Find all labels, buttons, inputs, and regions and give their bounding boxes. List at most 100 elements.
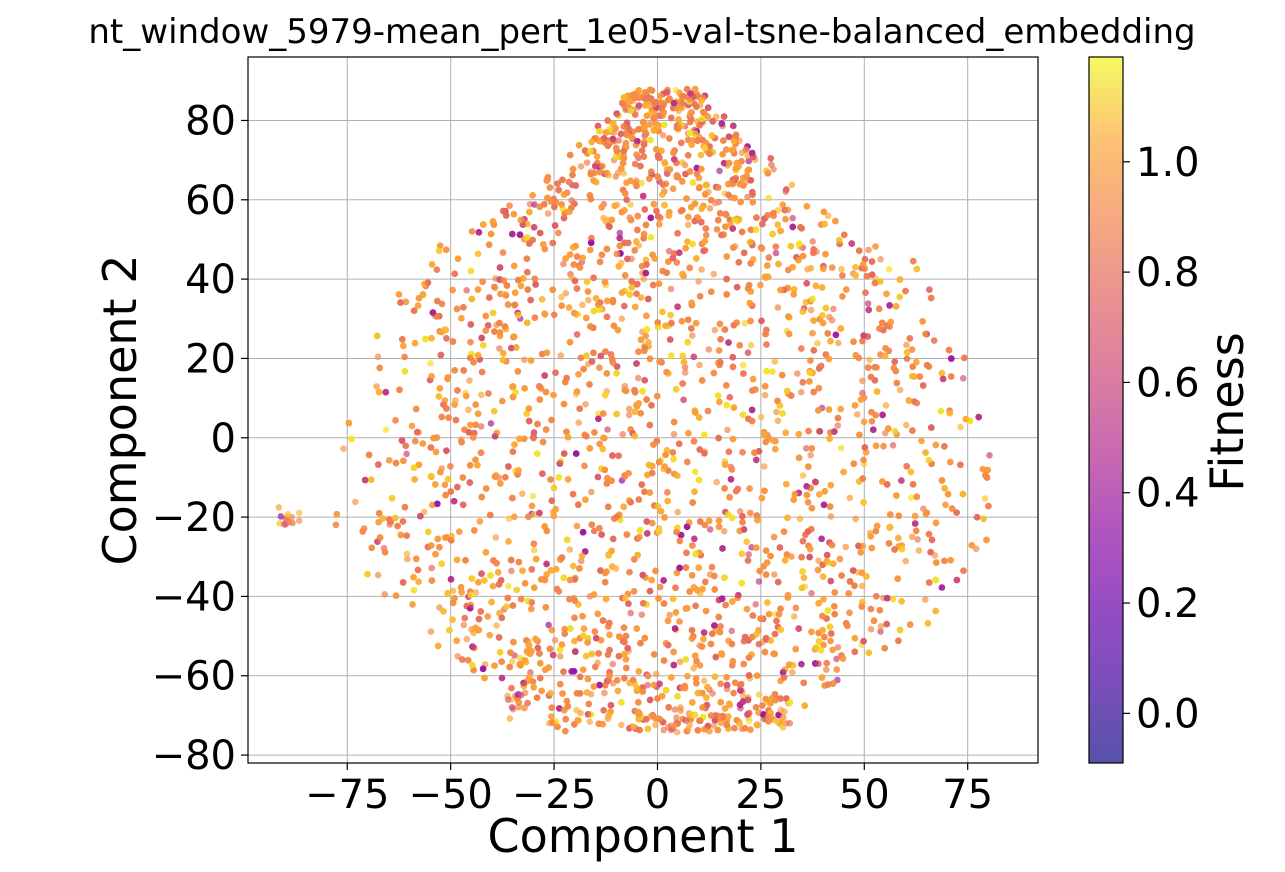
data-point <box>717 680 724 688</box>
data-point <box>666 611 673 619</box>
data-point <box>434 535 442 543</box>
data-point <box>555 186 562 194</box>
data-point <box>803 203 811 210</box>
data-point <box>889 442 897 449</box>
data-point <box>704 407 712 415</box>
data-point <box>432 481 439 488</box>
data-point <box>600 707 607 714</box>
data-point <box>801 702 808 709</box>
data-point <box>815 407 822 414</box>
data-point <box>463 287 471 294</box>
data-point <box>638 481 646 488</box>
data-point <box>744 557 752 564</box>
data-point <box>684 221 692 229</box>
data-point <box>745 157 753 165</box>
data-point <box>656 221 663 228</box>
data-point <box>909 481 917 488</box>
data-point <box>501 323 509 330</box>
data-point <box>571 597 579 605</box>
data-point <box>843 286 850 293</box>
data-point <box>449 286 456 294</box>
data-point <box>579 528 587 536</box>
data-point <box>772 445 779 453</box>
data-point <box>776 544 784 551</box>
data-point <box>841 231 848 239</box>
data-point <box>782 215 789 223</box>
data-point <box>679 352 687 360</box>
data-point <box>705 346 713 353</box>
data-point <box>463 635 471 643</box>
data-point <box>864 364 872 371</box>
data-point <box>819 312 826 319</box>
data-point <box>558 293 565 301</box>
data-point <box>744 193 751 201</box>
data-point <box>787 392 795 399</box>
data-point <box>922 596 929 603</box>
data-point <box>454 483 461 491</box>
data-point <box>948 355 955 362</box>
data-point <box>510 262 518 270</box>
data-point <box>862 289 869 297</box>
data-point <box>477 449 485 457</box>
data-point <box>959 375 967 382</box>
data-point <box>586 718 593 725</box>
data-point <box>790 613 798 620</box>
data-point <box>650 681 658 689</box>
data-point <box>661 201 668 209</box>
data-point <box>438 560 445 567</box>
data-point <box>560 260 567 268</box>
data-point <box>855 247 863 254</box>
data-point <box>456 528 463 535</box>
data-point <box>415 578 422 585</box>
data-point <box>829 680 837 687</box>
data-point <box>607 351 615 358</box>
data-point <box>498 658 505 665</box>
data-point <box>827 337 834 345</box>
data-point <box>505 538 512 545</box>
data-point <box>739 361 747 369</box>
data-point <box>857 549 864 556</box>
data-point <box>622 387 630 395</box>
data-point <box>646 355 654 363</box>
data-point <box>642 332 650 340</box>
data-point <box>737 687 744 694</box>
data-point <box>359 528 367 535</box>
data-point <box>477 423 485 430</box>
data-point <box>821 488 829 495</box>
data-point <box>618 315 626 323</box>
data-point <box>701 521 709 529</box>
data-point <box>410 573 417 581</box>
data-point <box>627 216 635 224</box>
data-point <box>781 557 789 564</box>
data-point <box>799 379 807 386</box>
data-point <box>716 398 723 406</box>
data-point <box>763 341 770 348</box>
data-point <box>559 690 566 697</box>
data-point <box>436 242 444 250</box>
data-point <box>523 410 531 417</box>
data-point <box>828 264 836 271</box>
data-point <box>800 679 807 687</box>
data-point <box>646 121 654 128</box>
data-point <box>556 460 564 467</box>
data-point <box>659 132 667 139</box>
data-point <box>860 456 867 464</box>
data-point <box>885 425 892 432</box>
data-point <box>725 133 733 140</box>
data-point <box>722 146 730 153</box>
data-point <box>536 650 543 657</box>
data-point <box>902 557 909 565</box>
data-point <box>544 210 552 217</box>
data-point <box>742 146 750 153</box>
data-point <box>627 201 634 208</box>
data-point <box>739 449 746 456</box>
data-point <box>412 437 419 445</box>
data-point <box>690 665 697 672</box>
data-point <box>633 290 640 298</box>
data-point <box>623 196 630 203</box>
data-point <box>882 402 890 409</box>
data-point <box>401 353 408 361</box>
data-point <box>700 677 708 685</box>
data-point <box>711 326 719 334</box>
data-point <box>653 670 660 678</box>
